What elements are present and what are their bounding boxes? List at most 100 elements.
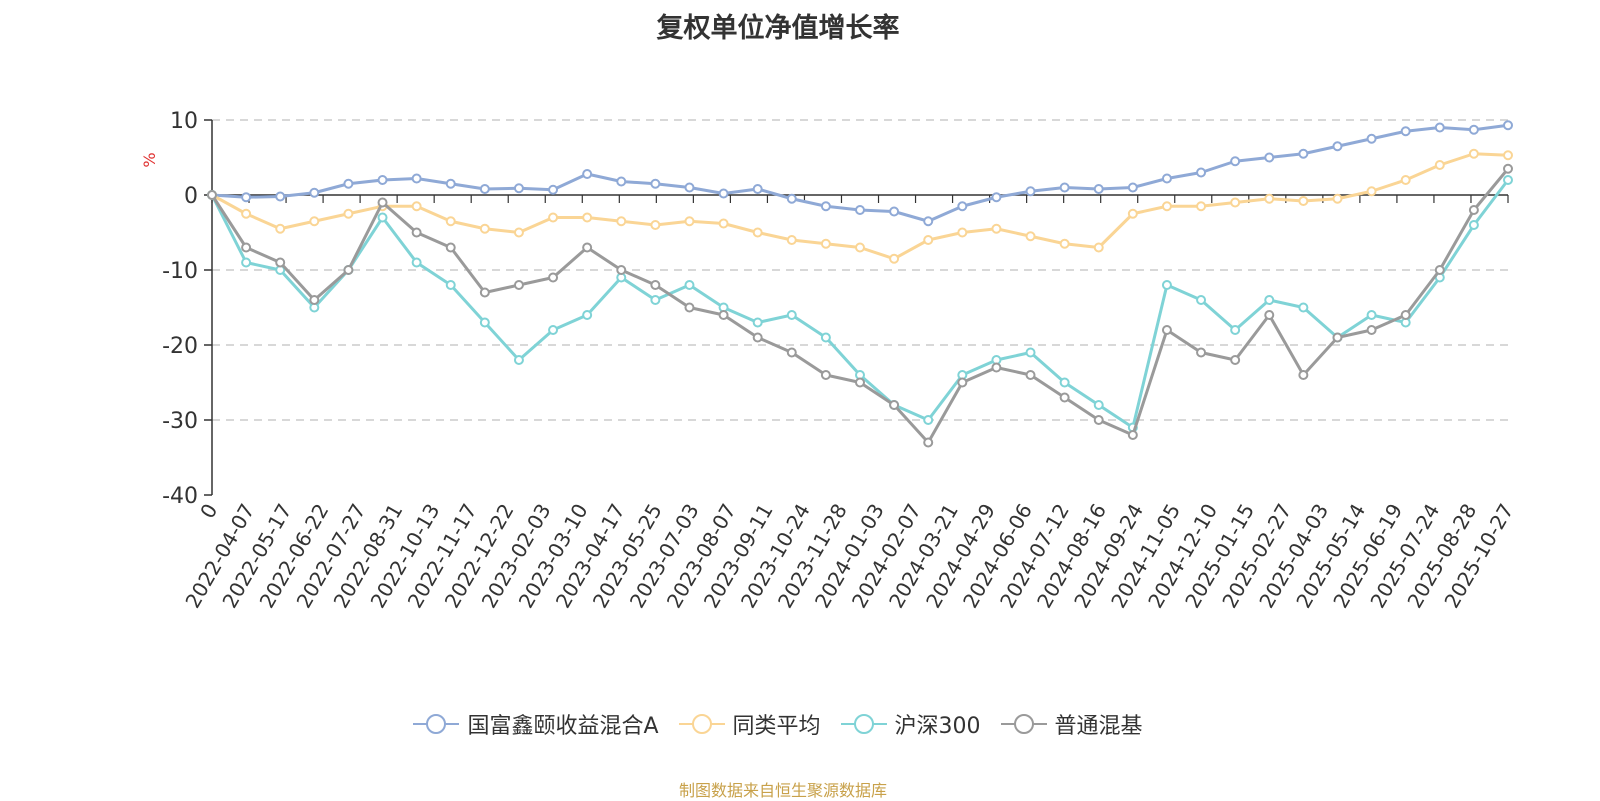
data-point bbox=[1264, 193, 1275, 204]
data-point bbox=[752, 317, 763, 328]
data-point bbox=[1161, 280, 1172, 290]
data-point bbox=[923, 216, 934, 227]
data-point bbox=[1025, 231, 1036, 242]
data-point bbox=[650, 178, 661, 189]
legend-label: 普通混基 bbox=[1054, 714, 1143, 739]
legend-marker-icon bbox=[840, 714, 887, 734]
data-point bbox=[1468, 148, 1479, 159]
data-point bbox=[684, 216, 695, 227]
data-point bbox=[684, 182, 695, 193]
legend-item-series-2[interactable]: 沪深300 bbox=[840, 708, 981, 740]
data-source-note: 制图数据来自恒生聚源数据库 bbox=[678, 781, 887, 800]
data-point bbox=[1298, 370, 1309, 380]
series-line-2 bbox=[210, 179, 1510, 429]
data-point bbox=[650, 220, 661, 230]
data-point bbox=[752, 184, 763, 194]
chart-title: 复权单位净值增长率 bbox=[656, 13, 900, 44]
data-point bbox=[582, 169, 593, 179]
data-point bbox=[1366, 325, 1377, 335]
data-point bbox=[991, 362, 1002, 373]
data-point bbox=[1400, 126, 1411, 137]
data-point bbox=[1366, 186, 1377, 197]
data-point bbox=[582, 310, 593, 320]
data-point bbox=[343, 178, 354, 189]
data-point bbox=[309, 295, 320, 305]
data-point bbox=[718, 188, 729, 199]
data-point bbox=[479, 223, 490, 234]
legend-marker-icon bbox=[678, 714, 725, 734]
data-point bbox=[1332, 193, 1343, 204]
data-point bbox=[275, 257, 286, 268]
data-point bbox=[1196, 295, 1207, 305]
data-point bbox=[786, 347, 797, 358]
data-point bbox=[1468, 205, 1479, 215]
data-point bbox=[411, 227, 422, 238]
data-point bbox=[582, 212, 593, 223]
data-point bbox=[820, 370, 831, 380]
data-point bbox=[582, 242, 593, 253]
data-point bbox=[1127, 208, 1138, 219]
data-point bbox=[1127, 430, 1138, 440]
data-point bbox=[241, 192, 252, 203]
y-tick-label: -20 bbox=[162, 334, 198, 359]
data-point bbox=[445, 242, 456, 253]
data-point bbox=[1298, 148, 1309, 159]
legend-label: 国富鑫颐收益混合A bbox=[467, 714, 659, 739]
data-point bbox=[684, 280, 695, 290]
data-point bbox=[752, 227, 763, 238]
data-point bbox=[241, 242, 252, 253]
data-point bbox=[548, 272, 559, 283]
data-point bbox=[1332, 141, 1343, 152]
data-point bbox=[309, 187, 320, 198]
legend-item-series-1[interactable]: 同类平均 bbox=[678, 708, 821, 740]
data-point bbox=[411, 201, 422, 212]
y-axis-label: % bbox=[140, 152, 159, 167]
data-point bbox=[377, 175, 388, 185]
data-point bbox=[1161, 201, 1172, 212]
data-point bbox=[1025, 370, 1036, 380]
data-point bbox=[1468, 220, 1479, 230]
data-point bbox=[991, 192, 1002, 203]
data-point bbox=[445, 280, 456, 290]
data-point bbox=[1093, 242, 1104, 253]
data-point bbox=[1127, 182, 1138, 193]
data-point bbox=[650, 295, 661, 305]
legend-item-series-0[interactable]: 国富鑫颐收益混合A bbox=[413, 708, 659, 740]
data-point bbox=[309, 216, 320, 227]
data-point bbox=[1161, 173, 1172, 184]
data-point bbox=[513, 183, 524, 194]
data-point bbox=[275, 191, 286, 202]
data-point bbox=[1196, 347, 1207, 358]
data-point bbox=[1196, 201, 1207, 212]
data-point bbox=[479, 317, 490, 328]
data-point bbox=[923, 415, 934, 425]
data-point bbox=[343, 265, 354, 275]
legend-item-series-3[interactable]: 普通混基 bbox=[1000, 708, 1143, 740]
data-point bbox=[1230, 197, 1241, 208]
data-point bbox=[820, 238, 831, 249]
data-point bbox=[479, 287, 490, 298]
data-point bbox=[923, 437, 934, 448]
y-tick-label: -40 bbox=[162, 484, 198, 509]
data-point bbox=[718, 218, 729, 229]
data-point bbox=[786, 310, 797, 320]
data-point bbox=[957, 227, 968, 238]
data-point bbox=[718, 310, 729, 320]
data-point bbox=[241, 257, 252, 268]
data-point bbox=[377, 197, 388, 208]
data-point bbox=[411, 173, 422, 184]
y-tick-label: -30 bbox=[162, 409, 198, 434]
x-tick-label: 0 bbox=[195, 500, 222, 523]
data-point bbox=[445, 178, 456, 189]
data-point bbox=[1093, 400, 1104, 410]
data-point bbox=[855, 242, 865, 253]
data-point bbox=[752, 332, 763, 343]
data-point bbox=[1230, 156, 1241, 167]
data-point bbox=[548, 212, 559, 223]
data-point bbox=[1298, 196, 1309, 206]
data-point bbox=[207, 190, 217, 200]
line-chart: 100-10-20-30-40%02022-04-072022-05-17202… bbox=[140, 109, 1518, 612]
data-point bbox=[1059, 392, 1070, 403]
data-point bbox=[1332, 332, 1343, 343]
data-point bbox=[957, 201, 968, 212]
